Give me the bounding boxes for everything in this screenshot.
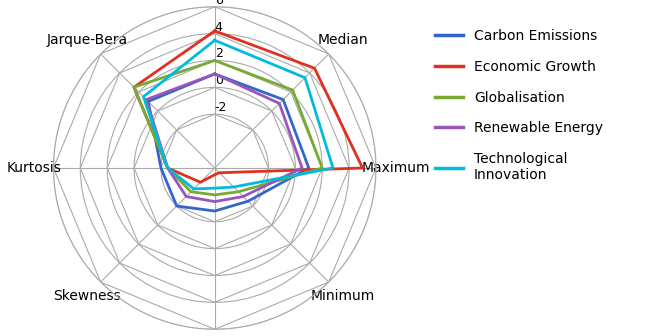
Legend: Carbon Emissions, Economic Growth, Globalisation, Renewable Energy, Technologica: Carbon Emissions, Economic Growth, Globa… bbox=[429, 24, 609, 188]
